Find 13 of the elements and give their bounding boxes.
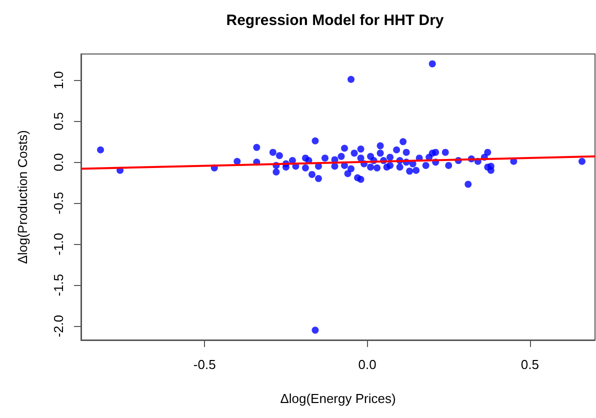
- x-axis-title: Δlog(Energy Prices): [280, 391, 396, 406]
- y-axis-title: Δlog(Production Costs): [15, 130, 30, 264]
- x-tick-label: 0.5: [520, 357, 539, 372]
- y-tick-label: -2.0: [51, 314, 66, 338]
- y-tick-label: 0.0: [51, 153, 66, 172]
- y-tick-label: -1.0: [51, 232, 66, 256]
- x-tick-label: -0.5: [193, 357, 216, 372]
- y-tick-label: -1.5: [51, 274, 66, 296]
- chart-title: Regression Model for HHT Dry: [226, 12, 444, 29]
- y-tick-label: 1.0: [51, 71, 66, 90]
- y-tick-label: 0.5: [51, 112, 66, 130]
- x-tick-label: 0.0: [358, 357, 376, 372]
- y-tick-label: -0.5: [51, 192, 66, 214]
